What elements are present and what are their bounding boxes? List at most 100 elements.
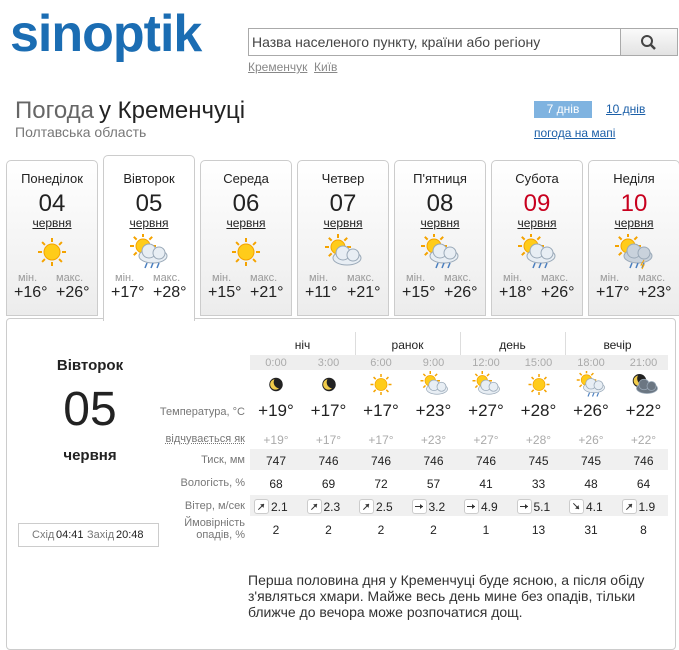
row-value: +19° [263, 433, 289, 447]
time-icon [576, 370, 606, 406]
max-temp: +26° [444, 284, 478, 301]
row-value: +17° [310, 401, 347, 420]
day-tab[interactable] [297, 160, 389, 316]
day-icon [32, 234, 72, 279]
times-row-bg [250, 355, 668, 370]
day-month: червня [517, 216, 557, 230]
row-bg [250, 449, 668, 470]
day-date: 04 [38, 190, 66, 217]
row-label: Вологість, % [180, 477, 246, 489]
weather-icon [370, 374, 392, 395]
day-weekday: Понеділок [21, 171, 83, 186]
row-value: +17° [368, 433, 394, 447]
row-value: 2 [430, 523, 437, 537]
day-icon [420, 233, 460, 279]
weather-icon [615, 233, 653, 270]
min-label: мін. [503, 272, 523, 284]
day-icon [323, 234, 363, 279]
row-value: +22° [625, 401, 662, 420]
sunset-time: 20:48 [116, 529, 144, 541]
time-icon [314, 371, 344, 406]
day-month: червня [323, 216, 363, 230]
arrow-icon [310, 503, 317, 511]
row-value: 2 [272, 523, 280, 537]
wind-value: 2.1 [271, 500, 288, 514]
search-placeholder[interactable]: Назва населеного пункту, країни або регі… [252, 34, 541, 50]
row-value: +26° [578, 433, 604, 447]
max-temp: +28° [153, 284, 187, 301]
wind-value: 5.1 [533, 500, 551, 514]
min-label: мін. [18, 272, 38, 284]
day-month: червня [32, 216, 72, 230]
max-temp: +26° [541, 284, 575, 301]
day-icon [226, 234, 266, 279]
search-box[interactable] [248, 28, 621, 56]
time-icon [261, 371, 291, 406]
min-label: мін. [115, 272, 135, 284]
max-label: макс. [638, 272, 666, 284]
row-value: 72 [374, 477, 388, 491]
wind-arrow [306, 499, 322, 514]
row-value: +17° [315, 433, 342, 447]
arrow-icon [467, 504, 475, 509]
day-date: 09 [523, 190, 551, 217]
search-button[interactable] [620, 28, 678, 56]
min-temp: +15° [208, 284, 242, 301]
tab-7-days[interactable]: 7 днів [534, 101, 592, 118]
day-month: червня [226, 216, 266, 230]
period-label: день [499, 338, 526, 352]
weather-icon [269, 377, 283, 392]
detail-weekday: Вівторок [56, 357, 124, 374]
wind-arrow [569, 499, 584, 514]
detail-date: 05 [63, 383, 117, 436]
time-label: 6:00 [370, 357, 392, 369]
time-label: 12:00 [472, 357, 500, 369]
day-tab[interactable] [491, 160, 583, 316]
row-label: відчувається як [165, 433, 245, 445]
day-icon [614, 233, 654, 279]
row-value: 746 [423, 454, 444, 468]
recent-link[interactable]: Київ [314, 60, 338, 74]
row-value: 8 [640, 523, 647, 537]
day-month: червня [129, 216, 169, 230]
weather-icon [321, 377, 336, 392]
recent-link[interactable]: Кременчук [248, 60, 308, 74]
time-label: 3:00 [317, 357, 340, 369]
weather-icon [38, 238, 66, 266]
max-label: макс. [347, 272, 375, 284]
period-divider [565, 332, 566, 370]
period-label: ніч [294, 338, 311, 352]
day-weekday: Субота [515, 171, 559, 186]
min-temp: +11° [305, 284, 338, 301]
row-label: Ймовірність опадів, % [184, 517, 245, 541]
tab-10-days[interactable]: 10 днів [606, 102, 646, 116]
day-tab[interactable] [103, 155, 195, 321]
day-date: 05 [135, 190, 163, 217]
wind-arrow [359, 499, 374, 514]
day-month: червня [614, 216, 654, 230]
sunset-label: Захід [87, 529, 115, 541]
time-label: 9:00 [422, 357, 445, 369]
row-bg [250, 495, 668, 516]
day-tab[interactable] [588, 160, 679, 316]
row-value: 13 [531, 523, 546, 537]
weather-icon [420, 371, 448, 395]
arrow-icon [414, 504, 423, 509]
min-label: мін. [600, 272, 620, 284]
row-value: 68 [269, 477, 283, 491]
wind-value: 3.2 [428, 500, 446, 514]
row-value: +27° [473, 433, 499, 447]
row-value: 41 [479, 477, 493, 491]
day-tab[interactable] [394, 160, 486, 316]
min-label: мін. [309, 272, 329, 284]
logo[interactable]: sinoptik [10, 5, 202, 63]
time-icon [524, 371, 554, 406]
time-icon [419, 371, 449, 406]
arrow-icon [519, 504, 528, 509]
map-link[interactable]: погода на мапі [534, 126, 616, 140]
max-label: макс. [250, 272, 278, 284]
day-weekday: Неділя [613, 171, 655, 186]
title-city: у Кременчуці [99, 97, 246, 124]
arrow-icon [625, 503, 632, 511]
